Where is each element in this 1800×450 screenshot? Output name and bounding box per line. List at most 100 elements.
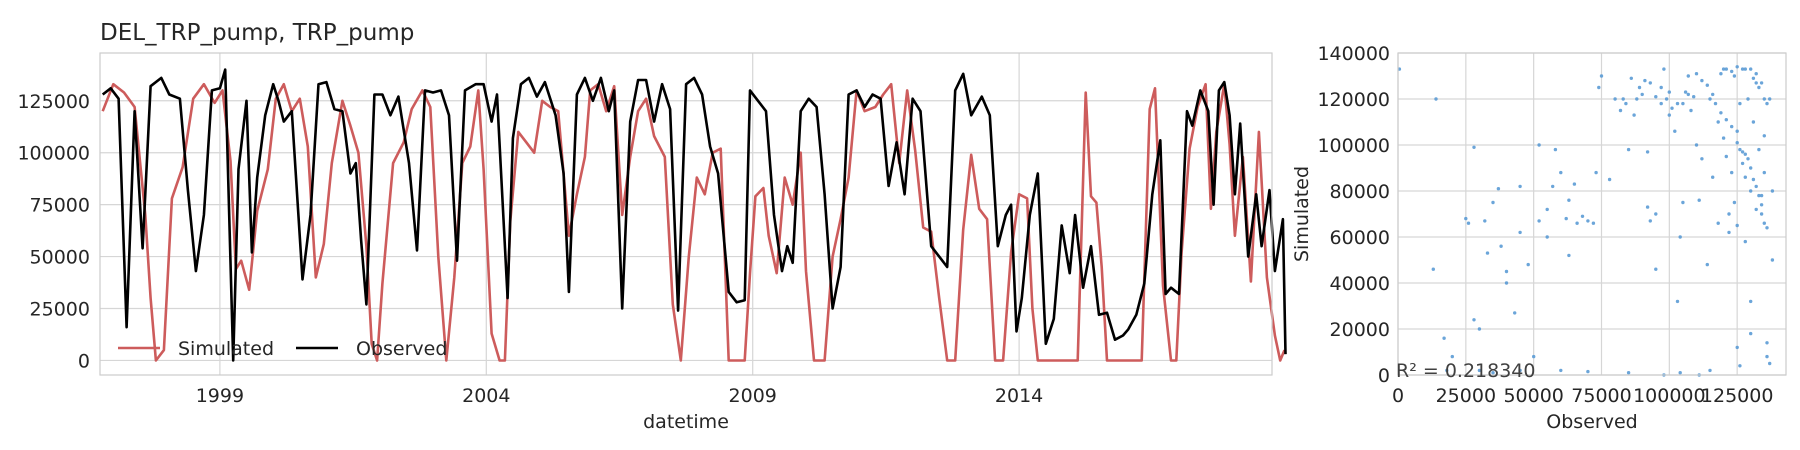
scatter-point bbox=[1659, 101, 1663, 106]
scatter-point bbox=[1485, 251, 1490, 255]
scatter-point bbox=[1727, 230, 1731, 235]
scatter-point bbox=[1732, 74, 1737, 78]
scatter-point bbox=[1697, 198, 1701, 202]
scatter-point bbox=[1759, 203, 1764, 207]
scatter-point bbox=[1770, 189, 1775, 193]
timeseries-y-tick-label: 100000 bbox=[17, 143, 90, 165]
scatter-point bbox=[1580, 214, 1585, 218]
scatter-point bbox=[1670, 106, 1674, 110]
scatter-point bbox=[1762, 170, 1767, 175]
scatter-point bbox=[1567, 198, 1571, 202]
scatter-point bbox=[1716, 120, 1720, 124]
scatter-point bbox=[1730, 170, 1734, 175]
scatter-point bbox=[1765, 354, 1769, 359]
scatter-point bbox=[1740, 150, 1745, 154]
scatter-y-tick-label: 80000 bbox=[1330, 181, 1390, 203]
scatter-point bbox=[1572, 182, 1577, 186]
scatter-y-ticks: 0 20000 40000 60000 80000 100000 120000 140000 bbox=[1317, 43, 1390, 387]
scatter-point bbox=[1765, 341, 1769, 345]
scatter-point bbox=[1738, 101, 1742, 106]
scatter-point bbox=[1749, 67, 1753, 71]
scatter-point bbox=[1632, 113, 1636, 117]
scatter-point bbox=[1537, 219, 1541, 223]
scatter-point bbox=[1708, 97, 1712, 101]
series-line-observed bbox=[101, 68, 1287, 362]
scatter-point bbox=[1770, 258, 1775, 262]
timeseries-x-tick-label: 2014 bbox=[995, 385, 1043, 407]
scatter-point bbox=[1765, 226, 1769, 230]
scatter-point bbox=[1713, 101, 1718, 106]
scatter-point bbox=[1667, 90, 1672, 94]
scatter-point bbox=[1477, 327, 1482, 331]
scatter-point bbox=[1654, 95, 1658, 99]
scatter-point bbox=[1735, 223, 1739, 228]
scatter-point bbox=[1708, 368, 1712, 373]
timeseries-y-ticks: 0 25000 50000 75000 100000 125000 bbox=[17, 91, 90, 373]
timeseries-x-ticks: 1999 2004 2009 2014 bbox=[196, 385, 1044, 407]
scatter-x-tick-label: 100000 bbox=[1633, 385, 1706, 407]
scatter-y-tick-label: 0 bbox=[1378, 365, 1390, 387]
scatter-point bbox=[1681, 200, 1685, 205]
scatter-point bbox=[1607, 177, 1612, 182]
scatter-point bbox=[1645, 150, 1650, 154]
scatter-point bbox=[1686, 92, 1691, 97]
scatter-point bbox=[1553, 147, 1558, 152]
scatter-point bbox=[1662, 67, 1666, 71]
timeseries-x-tick-label: 2004 bbox=[462, 385, 510, 407]
scatter-x-tick-label: 50000 bbox=[1503, 385, 1563, 407]
scatter-point bbox=[1594, 170, 1598, 175]
scatter-point bbox=[1654, 212, 1658, 216]
scatter-point bbox=[1751, 120, 1756, 124]
scatter-point bbox=[1526, 262, 1530, 267]
scatter-x-tick-label: 75000 bbox=[1571, 385, 1631, 407]
scatter-point bbox=[1749, 299, 1753, 304]
scatter-point bbox=[1664, 97, 1669, 101]
scatter-point bbox=[1743, 152, 1748, 156]
scatter-point bbox=[1749, 331, 1753, 336]
scatter-point bbox=[1743, 67, 1748, 71]
scatter-point bbox=[1648, 81, 1653, 85]
scatter-point bbox=[1551, 184, 1555, 189]
scatter-point bbox=[1694, 72, 1699, 76]
scatter-point bbox=[1762, 221, 1767, 225]
scatter-point bbox=[1738, 147, 1742, 152]
scatter-point bbox=[1483, 219, 1487, 223]
scatter-point bbox=[1518, 184, 1522, 189]
scatter-point bbox=[1667, 113, 1672, 117]
scatter-point bbox=[1499, 244, 1503, 248]
timeseries-lines bbox=[101, 68, 1287, 362]
scatter-point bbox=[1654, 267, 1658, 271]
timeseries-title: DEL_TRP_pump, TRP_pump bbox=[100, 20, 414, 46]
scatter-point bbox=[1442, 336, 1446, 340]
scatter-point bbox=[1659, 85, 1663, 90]
scatter-point bbox=[1472, 318, 1476, 322]
legend-observed-label: Observed bbox=[356, 338, 447, 360]
scatter-point bbox=[1640, 92, 1644, 97]
scatter-y-tick-label: 20000 bbox=[1330, 319, 1390, 341]
scatter-point bbox=[1743, 239, 1748, 244]
scatter-point bbox=[1727, 212, 1731, 216]
scatter-point bbox=[1740, 161, 1745, 166]
scatter-point bbox=[1678, 235, 1682, 239]
scatter-point bbox=[1743, 175, 1748, 179]
scatter-point bbox=[1721, 67, 1726, 71]
scatter-point bbox=[1504, 269, 1509, 274]
scatter-point bbox=[1749, 166, 1753, 170]
scatter-point bbox=[1754, 72, 1758, 76]
scatter-point bbox=[1759, 193, 1764, 198]
scatter-point bbox=[1545, 207, 1549, 212]
scatter-point bbox=[1749, 189, 1753, 193]
scatter-point bbox=[1629, 76, 1634, 81]
scatter-y-tick-label: 100000 bbox=[1317, 135, 1390, 157]
scatter-point bbox=[1472, 145, 1476, 149]
scatter-point bbox=[1450, 354, 1455, 359]
scatter-point bbox=[1757, 193, 1761, 198]
scatter-point bbox=[1759, 212, 1764, 216]
scatter-grid bbox=[1397, 52, 1786, 376]
scatter-point bbox=[1762, 134, 1767, 138]
scatter-y-tick-label: 120000 bbox=[1317, 89, 1390, 111]
scatter-point bbox=[1735, 345, 1739, 350]
scatter-y-tick-label: 60000 bbox=[1330, 227, 1390, 249]
